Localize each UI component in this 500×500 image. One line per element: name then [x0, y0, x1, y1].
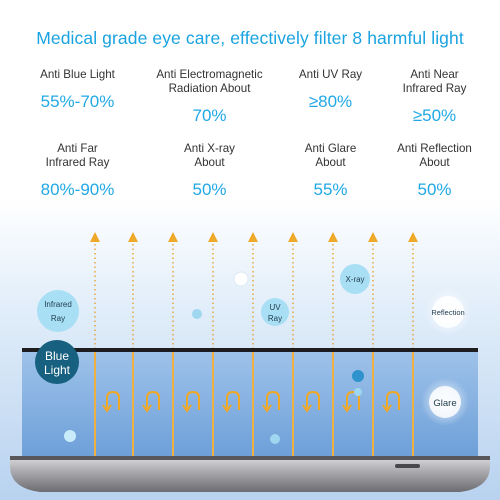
device-button: [395, 464, 420, 468]
stat-anti-far-infrared: Anti Far Infrared Ray 80%-90%: [15, 142, 140, 200]
arrow-up-icon: [408, 232, 418, 242]
bubble-label: X-ray: [345, 275, 364, 284]
u-turn-arrow-icon: [262, 390, 280, 413]
stat-label: About: [194, 156, 225, 169]
stat-value: 80%-90%: [40, 180, 115, 199]
stat-value: 55%-70%: [40, 92, 115, 111]
stat-value: ≥80%: [308, 92, 353, 111]
u-turn-arrow-icon: [302, 390, 320, 413]
infrared-ray-bubble: Infrared Ray: [37, 290, 79, 332]
stat-label: Anti Glare: [304, 142, 357, 155]
stat-anti-electromagnetic: Anti Electromagnetic Radiation About 70%: [147, 68, 272, 126]
x-ray-bubble: X-ray: [340, 264, 370, 294]
decorative-dot: [64, 430, 76, 442]
stat-label: Anti UV Ray: [298, 68, 363, 81]
arrow-up-icon: [168, 232, 178, 242]
bubble-label: UV: [269, 303, 281, 312]
reflection-bubble: Reflection: [431, 296, 465, 328]
arrow-up-icon: [248, 232, 258, 242]
screen-area: [22, 350, 478, 458]
ray-lines: [94, 244, 414, 348]
stat-value: 50%: [417, 180, 452, 199]
decorative-dot: [352, 370, 364, 382]
bubble-label: Blue: [45, 349, 69, 363]
device-frame: [10, 458, 490, 492]
stat-anti-reflection: Anti Reflection About 50%: [372, 142, 497, 200]
stat-label: Radiation About: [168, 82, 251, 95]
stat-anti-near-infrared: Anti Near Infrared Ray ≥50%: [372, 68, 497, 126]
stat-label: Anti Near: [410, 68, 459, 81]
device-edge: [10, 456, 490, 460]
decorative-dot: [270, 434, 280, 444]
bubble-label: Reflection: [431, 308, 464, 317]
arrow-heads: [90, 232, 418, 242]
beam-lines: [94, 352, 414, 456]
bubble-label: Glare: [433, 398, 456, 409]
stat-anti-uv-ray: Anti UV Ray ≥80%: [268, 68, 393, 112]
headline: Medical grade eye care, effectively filt…: [36, 28, 464, 48]
filter-illustration-svg: Infrared Ray UV Ray X-ray Reflection Blu…: [0, 200, 500, 500]
stat-value: 55%: [313, 180, 348, 199]
blue-light-bubble: Blue Light: [35, 340, 79, 384]
u-turn-arrow-icon: [222, 390, 240, 413]
arrow-up-icon: [368, 232, 378, 242]
bubble-label: Ray: [51, 314, 65, 323]
bubble-label: Light: [44, 363, 71, 377]
bubble-label: Ray: [268, 314, 282, 323]
u-turn-arrow-icon: [102, 390, 120, 413]
u-turn-arrow-icon: [382, 390, 400, 413]
arrow-up-icon: [288, 232, 298, 242]
stat-label: About: [315, 156, 346, 169]
arrow-up-icon: [128, 232, 138, 242]
decorative-dot: [354, 388, 362, 396]
stat-label: Anti Reflection: [397, 142, 472, 155]
stat-label: Anti X-ray: [184, 142, 235, 155]
stat-value: ≥50%: [412, 106, 457, 125]
stat-value: 70%: [192, 106, 227, 125]
stat-label: Anti Far: [57, 142, 98, 155]
stat-value: 50%: [192, 180, 227, 199]
stat-anti-x-ray: Anti X-ray About 50%: [147, 142, 272, 200]
stat-anti-blue-light: Anti Blue Light 55%-70%: [15, 68, 140, 112]
decorative-dot: [192, 309, 202, 319]
filter-film: [22, 348, 478, 352]
bubble-label: Infrared: [44, 300, 72, 309]
u-turn-arrow-icon: [142, 390, 160, 413]
stat-label: Anti Electromagnetic: [156, 68, 263, 81]
filter-illustration: Infrared Ray UV Ray X-ray Reflection Blu…: [0, 200, 500, 500]
glare-bubble: Glare: [429, 386, 461, 418]
decorative-dot: [233, 271, 249, 287]
u-turn-arrow-icon: [182, 390, 200, 413]
uv-ray-bubble: UV Ray: [261, 298, 289, 326]
stat-anti-glare: Anti Glare About 55%: [268, 142, 393, 200]
arrow-up-icon: [208, 232, 218, 242]
stat-label: Infrared Ray: [45, 156, 110, 169]
stat-label: Infrared Ray: [402, 82, 467, 95]
arrow-up-icon: [328, 232, 338, 242]
stat-label: Anti Blue Light: [40, 68, 115, 81]
arrow-up-icon: [90, 232, 100, 242]
stat-label: About: [419, 156, 450, 169]
